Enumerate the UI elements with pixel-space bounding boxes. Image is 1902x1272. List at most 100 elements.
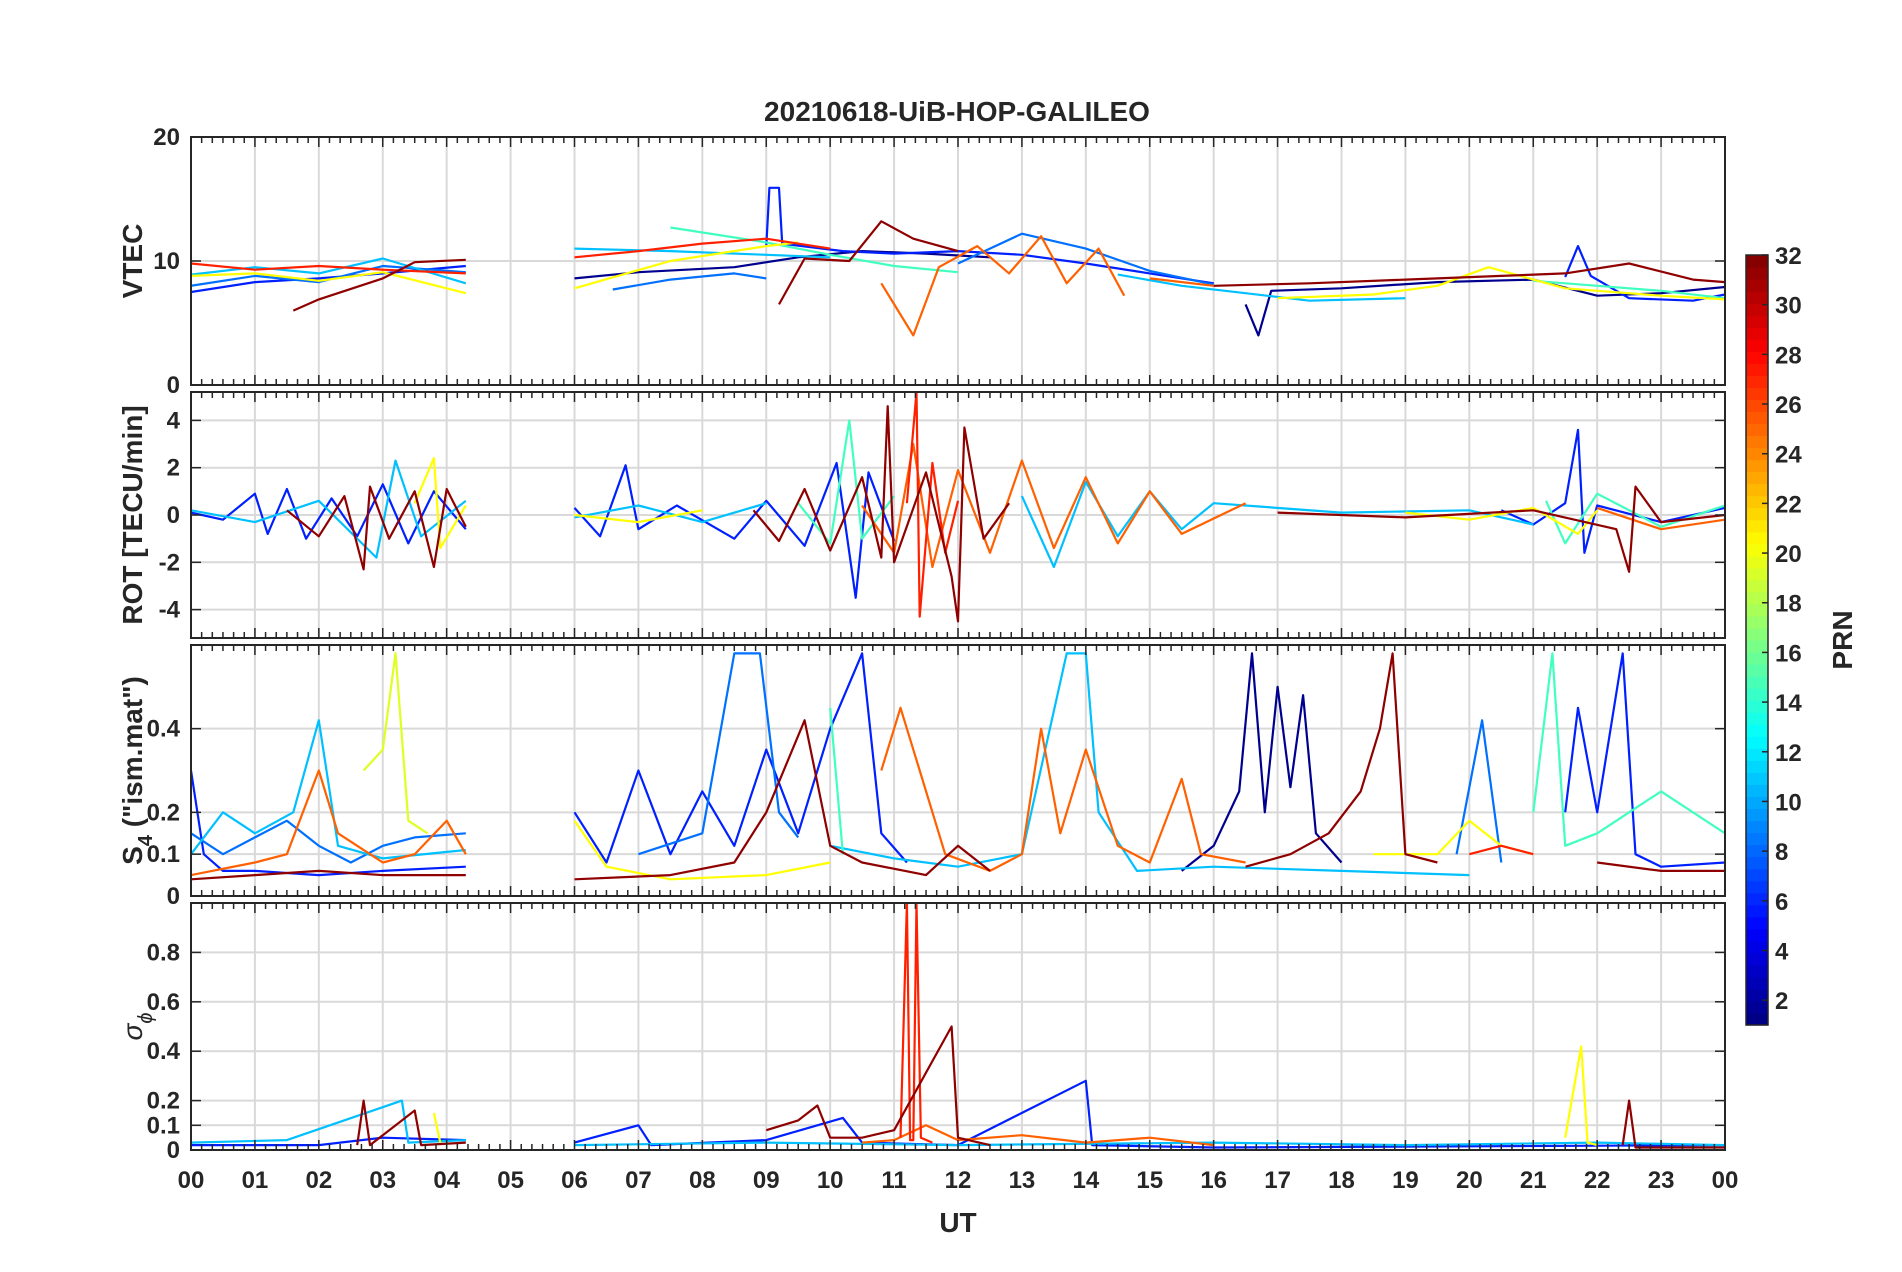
series-line-prn-16: [1532, 652, 1725, 847]
series-line-prn-12: [574, 502, 767, 524]
series-line-prn-31: [1277, 485, 1725, 573]
colorbar-swatch: [1746, 952, 1768, 966]
colorbar-tick-label: 6: [1775, 889, 1788, 916]
colorbar-swatch: [1746, 916, 1768, 930]
colorbar-tick-label: 26: [1775, 392, 1802, 419]
y-tick-label: 4: [167, 407, 181, 434]
series-group: [191, 186, 1725, 337]
y-tick-label: 0: [167, 372, 180, 399]
colorbar-swatch: [1746, 808, 1768, 822]
series-line-prn-9: [638, 652, 800, 856]
series-line-prn-5: [1564, 652, 1725, 868]
y-tick-label: 20: [153, 124, 180, 151]
x-tick-label: 12: [945, 1167, 972, 1194]
y-tick-label: -2: [159, 549, 180, 576]
axes-frame: [190, 391, 1726, 639]
x-tick-label: 03: [369, 1167, 396, 1194]
series-line-prn-12: [191, 719, 466, 860]
x-tick-label: 23: [1648, 1167, 1675, 1194]
y-tick-label: 0.4: [147, 716, 181, 743]
colorbar-tick-label: 20: [1775, 541, 1802, 568]
colorbar-swatch: [1746, 892, 1768, 906]
colorbar-swatch: [1746, 567, 1768, 581]
colorbar-swatch: [1746, 471, 1768, 485]
y-tick-label: 0.2: [147, 799, 180, 826]
colorbar-swatch: [1746, 627, 1768, 641]
y-axis-label: S4 ("ism.mat"): [117, 676, 157, 865]
x-tick-label: 09: [753, 1167, 780, 1194]
x-tick-label: 00: [1712, 1167, 1739, 1194]
y-tick-label: 0.4: [147, 1038, 181, 1065]
y-axis-label: VTEC: [117, 224, 148, 299]
y-tick-label: 0.1: [147, 1112, 180, 1139]
series-line-prn-9: [1455, 719, 1503, 863]
y-axis-label: ROT [TECU/min]: [117, 405, 148, 624]
x-tick-label: 07: [625, 1167, 652, 1194]
x-tick-label: 18: [1328, 1167, 1355, 1194]
series-line-prn-31: [356, 1099, 466, 1147]
series-line-prn-31: [574, 719, 991, 881]
x-tick-label: 20: [1456, 1167, 1483, 1194]
y-tick-label: 0: [167, 883, 180, 910]
series-line-prn-31: [752, 405, 1010, 623]
series-line-prn-31: [1597, 861, 1725, 872]
series-line-prn-9: [612, 272, 767, 291]
colorbar-swatch: [1746, 255, 1768, 268]
series-line-prn-24: [880, 235, 1126, 337]
chart-title: 20210618-UiB-HOP-GALILEO: [764, 96, 1150, 127]
x-axis-label: UT: [939, 1207, 976, 1238]
colorbar-tick-label: 4: [1775, 938, 1789, 965]
colorbar-tick-label: 24: [1775, 442, 1802, 469]
series-line-prn-12: [1020, 480, 1534, 569]
colorbar-tick-label: 10: [1775, 789, 1802, 816]
colorbar-swatch: [1746, 724, 1768, 737]
colorbar-tick-label: 28: [1775, 342, 1802, 369]
x-tick-label: 21: [1520, 1167, 1547, 1194]
colorbar-frame: [1745, 254, 1769, 1026]
colorbar-swatch: [1746, 579, 1768, 593]
series-line-prn-5: [573, 652, 908, 864]
series-line-prn-27: [574, 237, 831, 259]
series-line-prn-1: [574, 250, 991, 280]
series-line-prn-12: [191, 257, 467, 285]
colorbar-swatch: [1746, 339, 1768, 352]
colorbar-tick-label: 8: [1775, 839, 1788, 866]
series-line-prn-19: [1405, 506, 1599, 535]
x-tick-label: 14: [1072, 1167, 1099, 1194]
series-line-prn-16: [829, 707, 844, 855]
series-line-prn-5: [191, 770, 466, 877]
x-tick-label: 06: [561, 1167, 588, 1194]
colorbar-swatch: [1746, 483, 1768, 497]
x-tick-label: 22: [1584, 1167, 1611, 1194]
colorbar-swatch: [1746, 351, 1768, 364]
colorbar-swatch: [1746, 363, 1768, 376]
colorbar-swatch: [1746, 856, 1768, 870]
series-line-prn-9: [957, 232, 1214, 286]
series-line-prn-19: [413, 457, 467, 550]
colorbar-tick-label: 18: [1775, 591, 1802, 618]
colorbar-tick-label: 16: [1775, 640, 1802, 667]
series-line-prn-27: [1469, 844, 1534, 856]
colorbar-swatch: [1746, 676, 1768, 689]
series-line-prn-27: [191, 262, 466, 275]
x-tick-label: 17: [1264, 1167, 1291, 1194]
panel-rot: -4 -2 0 2 4 ROT [TECU/min]: [117, 391, 1726, 639]
series-line-prn-31: [765, 1025, 991, 1147]
series-line-prn-19: [191, 271, 467, 295]
series-line-prn-5: [765, 186, 1214, 285]
x-tick-label: 05: [497, 1167, 524, 1194]
series-line-prn-31: [286, 485, 467, 571]
series-line-prn-5: [1500, 428, 1725, 554]
colorbar-swatch: [1746, 988, 1768, 1002]
colorbar-swatch: [1746, 615, 1768, 629]
colorbar-swatch: [1746, 652, 1768, 665]
axes-frame: [190, 902, 1726, 1151]
colorbar-swatch: [1746, 303, 1768, 316]
colorbar-swatch: [1746, 772, 1768, 785]
y-axis-label-sub: ϕ: [135, 1012, 157, 1023]
series-line-prn-19: [1277, 266, 1725, 301]
colorbar-swatch: [1746, 976, 1768, 990]
colorbar-swatch: [1746, 555, 1768, 569]
series-group: [191, 652, 1725, 881]
